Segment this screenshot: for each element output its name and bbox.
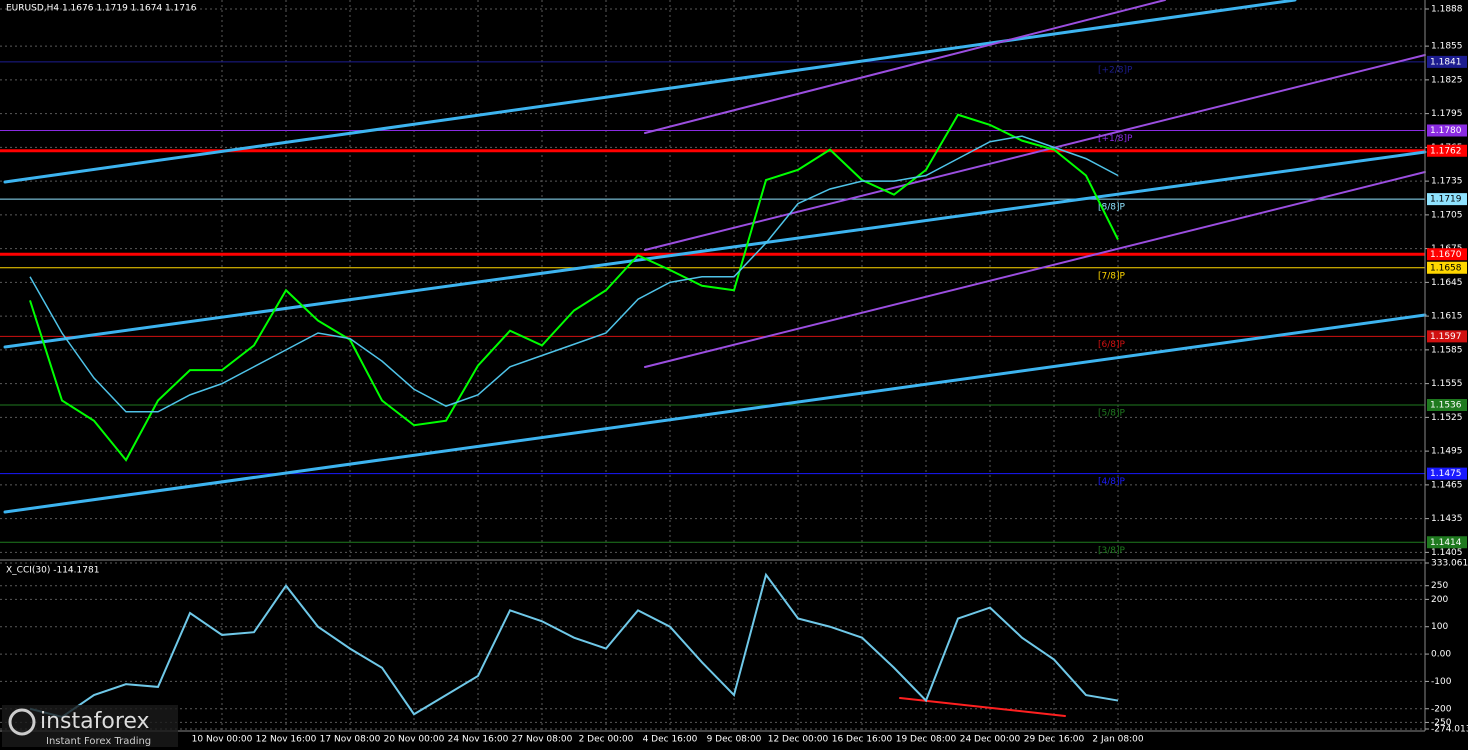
murrey-label: [4/8]P [1098, 477, 1126, 487]
y-tick-label: 0.00 [1431, 650, 1451, 660]
murrey-label: [5/8]P [1098, 409, 1126, 419]
y-tick-label: 333.061 [1431, 559, 1468, 569]
level-label-box [1427, 193, 1467, 206]
trend-line [3, 150, 1427, 349]
level-label-box [1427, 248, 1467, 261]
level-label: 1.1670 [1430, 250, 1462, 260]
trend-lines [3, 0, 1427, 717]
murrey-label: [3/8]P [1098, 546, 1126, 556]
level-label: 1.1597 [1430, 332, 1462, 342]
channel-line [644, 171, 1426, 368]
y-tick-label: 100 [1431, 622, 1448, 632]
y-tick-label: 1.1585 [1431, 345, 1463, 355]
level-label: 1.1841 [1430, 57, 1462, 67]
level-label: 1.1780 [1430, 126, 1462, 136]
trend-line [3, 0, 1297, 184]
level-label-box [1427, 536, 1467, 549]
level-label-box [1427, 467, 1467, 480]
level-label-box [1427, 124, 1467, 137]
y-tick-label: 1.1465 [1431, 480, 1463, 490]
y-tick-label: -274.013 [1431, 725, 1468, 735]
y-tick-label: 250 [1431, 581, 1448, 591]
x-tick-label: 20 Nov 00:00 [384, 735, 445, 745]
x-tick-label: 10 Nov 00:00 [192, 735, 253, 745]
y-tick-label: -100 [1431, 677, 1452, 687]
levels: [+2/8]P [+1/8]P [8/8]P [7/8]P [6/8]P [5/8]P [4… [0, 61, 1425, 556]
level-label-box [1427, 55, 1467, 68]
trend-line [3, 313, 1427, 514]
y-tick-label: 1.1525 [1431, 413, 1463, 423]
x-tick-label: 12 Dec 00:00 [768, 735, 829, 745]
y-tick-label: 1.1705 [1431, 210, 1463, 220]
axes: 1.18881.18551.18251.17951.17651.17351.17… [192, 5, 1468, 745]
y-tick-label: 1.1405 [1431, 548, 1463, 558]
y-tick-label: 1.1855 [1431, 42, 1463, 52]
level-label: 1.1762 [1430, 146, 1462, 156]
x-tick-label: 4 Dec 16:00 [643, 735, 698, 745]
y-tick-label: -200 [1431, 704, 1452, 714]
series-line [29, 572, 1119, 719]
murrey-label: [7/8]P [1098, 271, 1126, 281]
level-label: 1.1414 [1430, 538, 1462, 548]
level-label: 1.1475 [1430, 469, 1462, 479]
channel-line [644, 54, 1426, 251]
y-tick-label: 1.1795 [1431, 109, 1463, 119]
watermark-box [2, 705, 178, 747]
chart-title: EURUSD,H4 1.1676 1.1719 1.1674 1.1716 [6, 4, 197, 14]
channel-line [644, 0, 1166, 134]
x-tick-label: 19 Dec 08:00 [896, 735, 957, 745]
x-tick-label: 12 Nov 16:00 [256, 735, 317, 745]
x-tick-label: 16 Dec 16:00 [832, 735, 893, 745]
y-tick-label: 1.1555 [1431, 379, 1463, 389]
x-tick-label: 9 Dec 08:00 [707, 735, 762, 745]
x-tick-label: 17 Nov 08:00 [320, 735, 381, 745]
level-label-box [1427, 330, 1467, 343]
watermark-slogan: Instant Forex Trading [46, 736, 151, 747]
level-label: 1.1536 [1430, 401, 1462, 411]
plots [29, 113, 1119, 719]
y-tick-label: 1.1735 [1431, 177, 1463, 187]
murrey-label: [6/8]P [1098, 340, 1126, 350]
y-tick-label: 1.1888 [1431, 5, 1463, 15]
divergence-line [899, 697, 1066, 717]
y-tick-label: 1.1825 [1431, 75, 1463, 85]
x-tick-label: 24 Dec 00:00 [960, 735, 1021, 745]
y-tick-label: 1.1615 [1431, 312, 1463, 322]
series-line [29, 135, 1119, 413]
series-line [29, 113, 1119, 462]
y-tick-label: 200 [1431, 595, 1448, 605]
murrey-label: [+1/8]P [1098, 134, 1133, 144]
level-label: 1.1719 [1430, 195, 1462, 205]
murrey-label: [+2/8]P [1098, 65, 1133, 75]
y-tick-label: 1.1495 [1431, 447, 1463, 457]
watermark-logo [8, 708, 36, 736]
y-tick-label: 1.1435 [1431, 514, 1463, 524]
level-label-box [1427, 144, 1467, 157]
murrey-label: [8/8]P [1098, 203, 1126, 213]
x-tick-label: 29 Dec 16:00 [1024, 735, 1085, 745]
x-tick-label: 27 Nov 08:00 [512, 735, 573, 745]
watermark-brand: instaforex [40, 709, 150, 734]
y-tick-label: 1.1645 [1431, 278, 1463, 288]
indicator-title: X_CCI(30) -114.1781 [6, 566, 99, 576]
level-label-box [1427, 261, 1467, 274]
level-label-box [1427, 399, 1467, 411]
x-tick-label: 24 Nov 16:00 [448, 735, 509, 745]
x-tick-label: 2 Jan 08:00 [1092, 735, 1144, 745]
x-tick-label: 2 Dec 00:00 [579, 735, 634, 745]
y-tick-label: -250 [1431, 718, 1452, 728]
watermark: instaforex Instant Forex Trading [2, 705, 178, 747]
level-label: 1.1658 [1430, 263, 1462, 273]
